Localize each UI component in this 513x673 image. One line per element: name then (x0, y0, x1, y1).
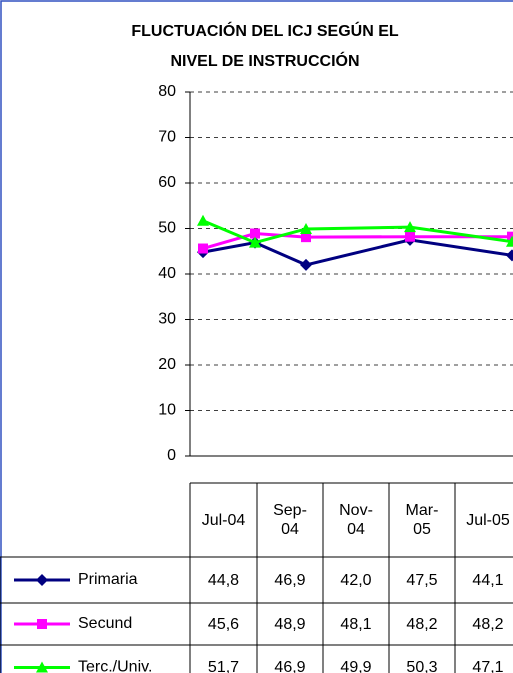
table-value: 51,7 (207, 659, 240, 673)
data-point (249, 236, 261, 248)
table-value: 48,1 (340, 615, 372, 633)
data-point (37, 619, 47, 629)
table-value: 44,1 (472, 571, 504, 589)
data-point (301, 232, 311, 243)
table-value: 50,3 (406, 659, 438, 673)
data-point (405, 231, 415, 242)
x-tick-label: Jul-04 (201, 511, 246, 529)
data-point (300, 258, 312, 271)
table-value: 42,0 (340, 571, 372, 589)
legend-label: Secund (78, 615, 132, 632)
x-tick-label: Sep-04 (273, 502, 307, 538)
data-point (300, 222, 312, 234)
table-value: 48,2 (472, 615, 504, 633)
y-tick-label: 50 (158, 220, 176, 237)
y-tick-label: 0 (167, 447, 176, 464)
data-point (506, 249, 513, 262)
table-value: 48,2 (406, 615, 438, 633)
table-value: 49,9 (340, 659, 372, 673)
table-value: 48,9 (274, 615, 306, 633)
table-value: 46,9 (274, 659, 306, 673)
legend-label: Terc./Univ. (78, 659, 152, 673)
y-tick-label: 10 (158, 402, 176, 419)
data-point (250, 228, 260, 239)
y-tick-label: 60 (158, 174, 176, 191)
x-tick-label: Jul-05 (466, 511, 510, 529)
table-value: 44,8 (207, 571, 240, 589)
data-line (202, 238, 513, 267)
data-point (507, 231, 513, 242)
data-point (36, 661, 48, 673)
table-value: 45,6 (207, 615, 240, 633)
x-tick-label: Nov-04 (339, 502, 373, 538)
y-tick-label: 40 (158, 265, 176, 282)
chart-title: FLUCTUACIÓN DEL ICJ SEGÚN EL (131, 21, 399, 40)
y-tick-label: 20 (158, 356, 176, 373)
y-tick-label: 30 (158, 311, 176, 328)
chart-title: NIVEL DE INSTRUCCIÓN (170, 51, 359, 70)
x-tick-label: Mar-05 (405, 502, 439, 538)
y-tick-label: 70 (158, 129, 176, 146)
data-point (197, 214, 209, 226)
legend-label: Primaria (78, 571, 138, 588)
table-value: 47,5 (406, 571, 438, 589)
table-value: 47,1 (472, 659, 504, 673)
table-value: 46,9 (274, 571, 306, 589)
data-point (198, 243, 208, 254)
y-tick-label: 80 (158, 83, 176, 100)
data-point (36, 574, 48, 586)
data-point (404, 221, 416, 233)
data-line (202, 219, 513, 245)
data-point (506, 235, 513, 247)
